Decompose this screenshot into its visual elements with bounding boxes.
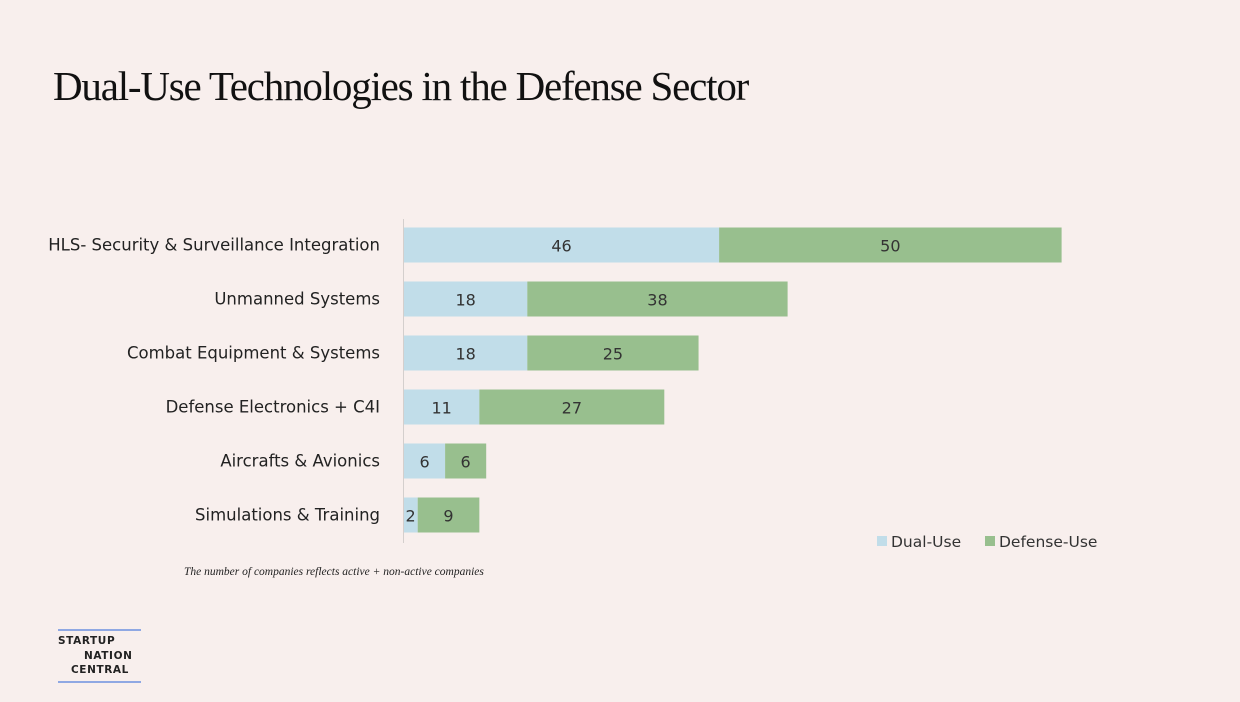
legend: Dual-Use Defense-Use xyxy=(877,533,1097,551)
logo-word-startup: STARTUP xyxy=(58,635,116,647)
bar-dual-use xyxy=(404,227,720,263)
startup-nation-central-logo: STARTUP NATION CENTRAL xyxy=(58,629,142,683)
legend-swatch-dual-use xyxy=(877,536,887,546)
category-label: Combat Equipment & Systems xyxy=(127,344,380,363)
bar-defense-use xyxy=(479,389,665,425)
logo-top-rule xyxy=(58,629,141,631)
slide-title: Dual-Use Technologies in the Defense Sec… xyxy=(53,63,749,109)
data-label-dual-use: 46 xyxy=(551,237,571,256)
category-label: Unmanned Systems xyxy=(214,290,380,309)
logo-word-central: CENTRAL xyxy=(71,664,129,676)
bar-defense-use xyxy=(719,227,1062,263)
data-label-dual-use: 18 xyxy=(455,345,475,364)
bar-defense-use xyxy=(417,497,480,533)
data-label-dual-use: 18 xyxy=(455,291,475,310)
data-label-defense-use: 9 xyxy=(443,507,453,526)
category-label: HLS- Security & Surveillance Integration xyxy=(48,236,380,255)
logo-word-nation: NATION xyxy=(84,650,133,662)
stacked-bar-chart: HLS- Security & Surveillance Integration… xyxy=(48,219,1097,551)
legend-label-dual-use: Dual-Use xyxy=(891,533,961,551)
data-label-defense-use: 6 xyxy=(461,453,471,472)
bar-dual-use xyxy=(404,497,418,533)
bar-dual-use xyxy=(404,281,528,317)
logo-bottom-rule xyxy=(58,681,141,683)
bar-dual-use xyxy=(404,389,480,425)
category-label: Defense Electronics + C4I xyxy=(166,398,380,417)
bar-dual-use xyxy=(404,335,528,371)
bar-defense-use xyxy=(527,281,788,317)
data-label-dual-use: 11 xyxy=(431,399,451,418)
category-label: Simulations & Training xyxy=(195,506,380,525)
data-label-defense-use: 50 xyxy=(880,237,900,256)
data-label-dual-use: 6 xyxy=(419,453,429,472)
category-label: Aircrafts & Avionics xyxy=(220,452,380,471)
bar-dual-use xyxy=(404,443,446,479)
data-label-defense-use: 27 xyxy=(562,399,582,418)
bar-defense-use xyxy=(445,443,487,479)
bar-defense-use xyxy=(527,335,699,371)
legend-swatch-defense-use xyxy=(985,536,995,546)
legend-label-defense-use: Defense-Use xyxy=(999,533,1097,551)
data-label-defense-use: 25 xyxy=(603,345,623,364)
data-label-dual-use: 2 xyxy=(406,507,416,526)
footnote: The number of companies reflects active … xyxy=(184,566,484,578)
data-label-defense-use: 38 xyxy=(647,291,667,310)
bars-layer: HLS- Security & Surveillance Integration… xyxy=(48,227,1062,533)
